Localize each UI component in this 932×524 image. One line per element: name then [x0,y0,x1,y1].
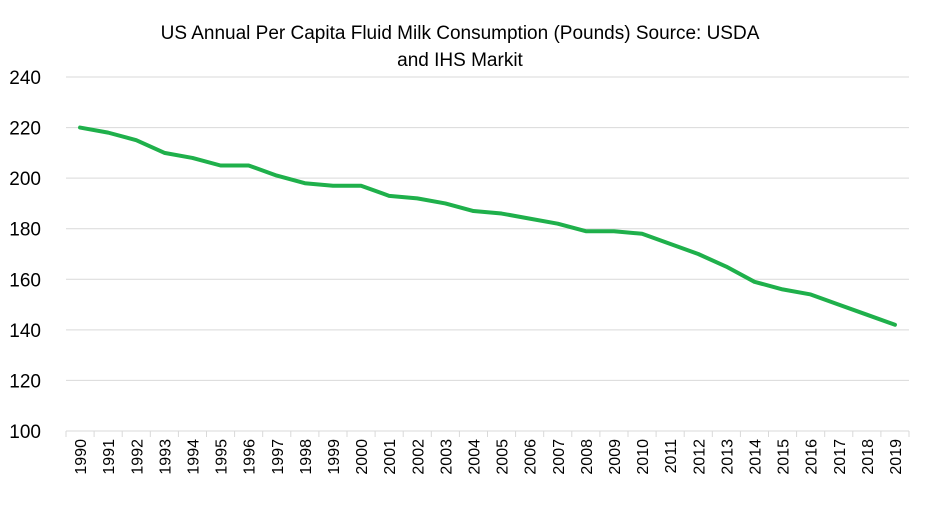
x-tick-label-1995: 1995 [214,439,231,475]
y-tick-label-140: 140 [9,321,41,342]
x-tick-label-1993: 1993 [157,439,174,475]
y-tick-label-240: 240 [9,68,41,89]
x-tick-label-2017: 2017 [832,439,849,475]
x-tick-label-2014: 2014 [747,439,764,475]
chart-title-line-1: US Annual Per Capita Fluid Milk Consumpt… [160,23,760,44]
x-tick-label-2003: 2003 [438,439,455,475]
y-tick-label-160: 160 [9,270,41,291]
x-tick-label-2018: 2018 [860,439,877,475]
x-tick-label-1990: 1990 [73,439,90,475]
y-tick-label-180: 180 [9,220,41,241]
x-tick-label-1999: 1999 [326,439,343,475]
y-tick-label-220: 220 [9,119,41,140]
x-tick-label-2002: 2002 [410,439,427,475]
x-tick-label-2007: 2007 [551,439,568,475]
x-tick-label-2001: 2001 [382,439,399,475]
x-tick-label-2004: 2004 [466,439,483,475]
x-tick-label-2016: 2016 [804,439,821,475]
x-tick-label-2010: 2010 [635,439,652,475]
x-tick-label-2000: 2000 [354,439,371,475]
x-tick-label-2008: 2008 [579,439,596,475]
x-tick-label-1996: 1996 [242,439,259,475]
x-tick-label-2005: 2005 [495,439,512,475]
y-tick-label-200: 200 [9,169,41,190]
chart-title: US Annual Per Capita Fluid Milk Consumpt… [60,20,860,74]
x-tick-label-2009: 2009 [607,439,624,475]
x-tick-label-1991: 1991 [101,439,118,475]
series-line-0 [78,125,897,327]
x-tick-label-1992: 1992 [129,439,146,475]
x-tick-label-2011: 2011 [663,439,680,474]
x-tick-label-2015: 2015 [776,439,793,475]
x-tick-label-2019: 2019 [888,439,905,475]
x-tick-label-2006: 2006 [523,439,540,475]
y-tick-label-100: 100 [9,422,41,443]
chart-title-line-2: and IHS Markit [397,50,523,71]
x-tick-label-1998: 1998 [298,439,315,475]
x-tick-label-1994: 1994 [185,439,202,475]
y-tick-label-120: 120 [9,371,41,392]
x-tick-label-2013: 2013 [719,439,736,475]
x-tick-label-2012: 2012 [691,439,708,475]
x-tick-label-1997: 1997 [270,439,287,475]
